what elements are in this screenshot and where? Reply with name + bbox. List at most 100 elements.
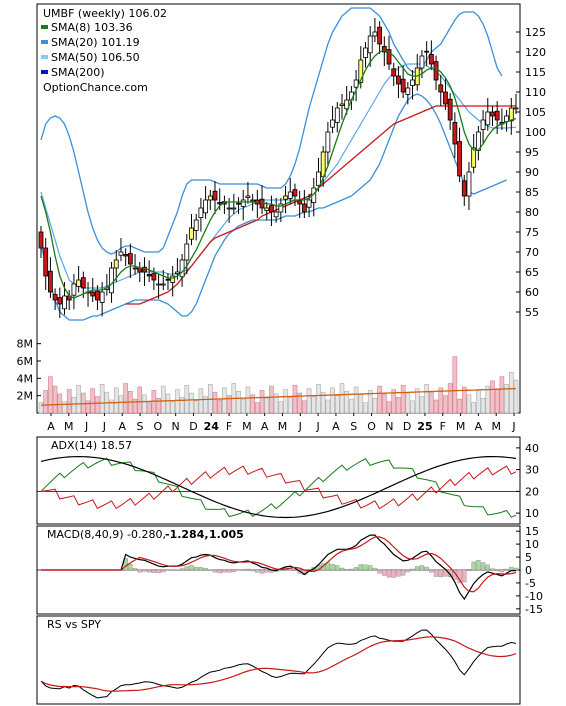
- volume-bar: [113, 387, 119, 414]
- macd-histogram-bar: [137, 569, 142, 573]
- volume-bar: [62, 401, 67, 414]
- volume-bar: [156, 397, 161, 414]
- candle-body: [419, 55, 425, 69]
- macd-histogram-bar: [198, 567, 204, 571]
- volume-bar: [137, 386, 143, 414]
- volume-bar: [400, 384, 406, 414]
- candle-body: [391, 68, 397, 77]
- macd-histogram-bar: [231, 569, 237, 572]
- macd-histogram-bar: [255, 569, 260, 573]
- candle-body: [142, 266, 147, 273]
- candle-body: [62, 295, 67, 310]
- macd-title: MACD(8,40,9) -0.280,: [47, 528, 166, 541]
- candle-body: [447, 98, 453, 121]
- volume-bar: [99, 384, 105, 414]
- macd-histogram-bar: [509, 566, 514, 571]
- month-label: 25: [417, 420, 432, 433]
- legend-source: OptionChance.com: [43, 81, 148, 94]
- candle-body: [217, 201, 223, 205]
- volume-bar: [480, 397, 486, 414]
- candle-body: [471, 147, 477, 168]
- candle-body: [146, 273, 152, 277]
- candle-body: [396, 75, 401, 85]
- price-tick-label: 60: [525, 286, 539, 299]
- macd-histogram-bar: [264, 569, 269, 573]
- candle-body: [410, 79, 415, 86]
- volume-bar: [349, 398, 354, 414]
- volume-bar: [306, 388, 312, 414]
- volume-bar: [52, 385, 58, 414]
- candle-body: [344, 99, 350, 110]
- candle-body: [452, 122, 458, 145]
- candle-body: [118, 251, 124, 256]
- sma8-line: [40, 49, 517, 299]
- candle-body: [457, 141, 462, 177]
- month-label: J: [102, 420, 106, 433]
- volume-tick-label: 8M: [17, 338, 34, 351]
- macd-histogram-bar: [377, 569, 382, 574]
- volume-bar: [386, 401, 392, 414]
- legend-item-label: SMA(200): [51, 66, 105, 79]
- candle-body: [306, 199, 312, 208]
- macd-histogram-bar: [179, 568, 185, 571]
- volume-bar: [38, 402, 44, 414]
- volume-bar: [198, 388, 204, 414]
- volume-bar: [358, 394, 364, 414]
- candle-body: [278, 203, 284, 213]
- month-label: D: [403, 420, 411, 433]
- candle-body: [513, 107, 519, 110]
- candle-body: [48, 270, 53, 293]
- volume-bar: [316, 384, 321, 414]
- candle-body: [490, 111, 495, 117]
- macd-histogram-bar: [335, 565, 340, 571]
- macd-histogram-bar: [382, 569, 387, 576]
- macd-histogram-bar: [391, 569, 396, 578]
- volume-bar: [123, 383, 128, 414]
- month-label: F: [440, 420, 446, 433]
- price-tick-label: 85: [525, 186, 539, 199]
- month-label: M: [242, 420, 252, 433]
- candle-body: [259, 198, 265, 209]
- macd-tick-label: -10: [525, 590, 543, 603]
- candle-body: [170, 275, 176, 283]
- candle-body: [363, 47, 368, 59]
- adx-tick-label: 20: [525, 485, 539, 498]
- macd-histogram-bar: [245, 568, 251, 571]
- volume-bar: [217, 399, 223, 414]
- volume-bar: [405, 392, 411, 414]
- macd-value-blue: 1.005: [209, 528, 244, 541]
- candle-body: [231, 207, 237, 210]
- adx-tick-label: 10: [525, 507, 539, 520]
- price-tick-label: 110: [525, 86, 546, 99]
- volume-bar: [344, 391, 349, 414]
- volume-tick-label: 6M: [17, 355, 34, 368]
- candle-body: [273, 211, 279, 218]
- macd-histogram-bar: [250, 569, 255, 572]
- volume-bar: [367, 390, 373, 414]
- candle-body: [433, 61, 439, 81]
- candle-body: [236, 202, 241, 205]
- minus-di-line: [40, 465, 517, 510]
- adx-panel-frame: [36, 436, 521, 525]
- volume-bar: [226, 395, 232, 414]
- rs-line: [40, 629, 517, 699]
- macd-histogram-bar: [476, 560, 481, 571]
- volume-bar: [146, 402, 152, 414]
- macd-tick-label: 15: [525, 525, 539, 538]
- volume-bar: [90, 388, 96, 414]
- volume-bar: [443, 395, 448, 414]
- candle-body: [466, 171, 472, 197]
- volume-bar: [184, 384, 190, 414]
- candle-body: [212, 190, 218, 201]
- candle-body: [52, 293, 58, 301]
- volume-bar: [283, 389, 288, 414]
- macd-histogram-bar: [203, 568, 208, 571]
- volume-bar: [513, 379, 519, 414]
- macd-tick-label: 5: [525, 551, 532, 564]
- candle-body: [38, 231, 44, 249]
- candle-body: [174, 271, 180, 275]
- bollinger-lower-line: [40, 93, 507, 321]
- volume-bar: [461, 386, 467, 414]
- macd-signal-line: [41, 536, 517, 593]
- volume-bar: [363, 402, 368, 414]
